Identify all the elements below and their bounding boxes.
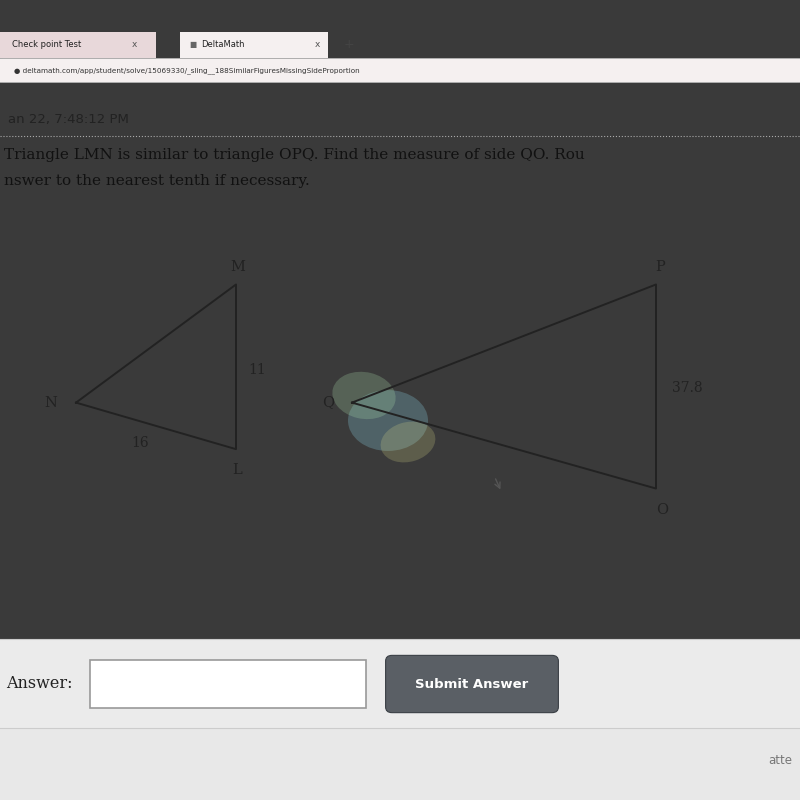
FancyBboxPatch shape (0, 728, 800, 800)
Text: DeltaMath: DeltaMath (202, 40, 245, 49)
Ellipse shape (348, 390, 428, 451)
Text: Q: Q (322, 396, 334, 410)
Text: N: N (45, 396, 58, 410)
Text: ● deltamath.com/app/student/solve/15069330/_sling__188SimilarFiguresMissingSideP: ● deltamath.com/app/student/solve/150693… (14, 68, 360, 74)
Text: atte: atte (768, 754, 792, 767)
FancyBboxPatch shape (0, 58, 800, 82)
Text: P: P (655, 260, 665, 274)
FancyBboxPatch shape (386, 655, 558, 713)
Text: 11: 11 (248, 363, 266, 378)
Text: M: M (230, 260, 245, 274)
Text: x: x (314, 40, 320, 49)
FancyBboxPatch shape (90, 660, 366, 708)
Text: 16: 16 (131, 437, 149, 450)
Ellipse shape (332, 372, 396, 419)
Ellipse shape (381, 422, 435, 462)
FancyBboxPatch shape (180, 32, 328, 58)
FancyBboxPatch shape (0, 32, 156, 58)
Text: Answer:: Answer: (6, 674, 73, 692)
Text: +: + (344, 38, 354, 51)
Text: ■: ■ (190, 40, 197, 49)
Text: Submit Answer: Submit Answer (415, 678, 529, 690)
Text: Triangle LMN is similar to triangle OPQ. Find the measure of side QO. Rou: Triangle LMN is similar to triangle OPQ.… (4, 149, 585, 162)
Text: x: x (132, 40, 138, 49)
FancyBboxPatch shape (0, 639, 800, 728)
Text: O: O (656, 503, 669, 517)
Text: 37.8: 37.8 (672, 382, 702, 395)
Text: an 22, 7:48:12 PM: an 22, 7:48:12 PM (8, 113, 129, 126)
Text: nswer to the nearest tenth if necessary.: nswer to the nearest tenth if necessary. (4, 174, 310, 187)
Text: L: L (233, 463, 242, 478)
Text: Check point Test: Check point Test (12, 40, 82, 49)
